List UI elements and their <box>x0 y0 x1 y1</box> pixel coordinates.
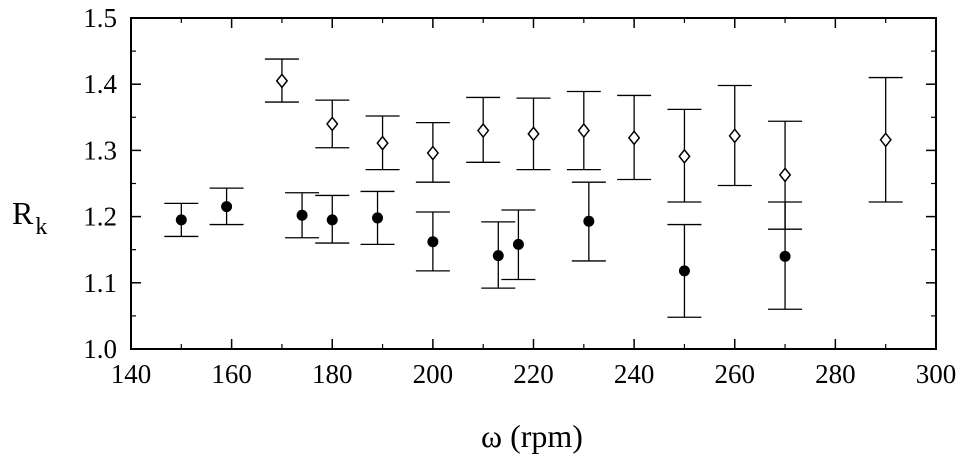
data-point-circle <box>492 250 504 262</box>
plot-frame <box>130 17 937 350</box>
data-point-diamond <box>426 145 440 161</box>
y-tick-label: 1.1 <box>83 268 117 298</box>
data-point-diamond <box>275 73 289 89</box>
data-point-circle <box>326 214 338 226</box>
data-point-diamond <box>527 126 540 142</box>
y-axis-label: Rk <box>12 195 47 240</box>
data-point-diamond <box>778 167 792 183</box>
data-point-circle <box>779 250 791 262</box>
data-point-diamond <box>879 132 892 148</box>
x-tick-label: 300 <box>916 359 957 389</box>
data-point-diamond <box>376 135 389 151</box>
x-tick-label: 180 <box>312 359 353 389</box>
x-tick-label: 160 <box>211 359 252 389</box>
data-point-diamond <box>477 122 490 139</box>
axes-group <box>130 17 937 350</box>
y-axis-label-subscript: k <box>35 214 47 240</box>
data-group <box>164 58 903 318</box>
data-point-diamond <box>728 128 741 144</box>
data-point-diamond <box>627 130 641 146</box>
y-tick-label: 1.2 <box>83 202 117 232</box>
data-point-circle <box>221 201 233 213</box>
x-tick-label: 200 <box>413 359 454 389</box>
y-tick-label: 1.0 <box>83 334 117 364</box>
data-point-circle <box>512 238 524 250</box>
x-tick-label: 260 <box>715 359 756 389</box>
x-tick-label: 220 <box>513 359 554 389</box>
x-tick-label: 240 <box>614 359 655 389</box>
data-point-circle <box>372 212 384 224</box>
x-axis-label: ω (rpm) <box>481 418 583 454</box>
data-point-circle <box>678 265 690 277</box>
data-point-circle <box>583 215 595 227</box>
x-tick-label: 140 <box>111 359 152 389</box>
y-axis-label-main: R <box>12 195 34 231</box>
data-point-circle <box>296 209 308 221</box>
data-point-diamond <box>577 122 590 139</box>
y-tick-label: 1.5 <box>83 3 117 33</box>
data-point-diamond <box>326 116 339 132</box>
data-point-diamond <box>678 148 691 165</box>
data-point-circle <box>427 236 439 248</box>
data-point-circle <box>175 214 187 226</box>
y-tick-label: 1.3 <box>83 135 117 165</box>
ticks-group: 140 160 180 200 220 240 260 280 300 1.0 1.1 1.2 1.3 1… <box>83 3 956 389</box>
y-tick-label: 1.4 <box>83 69 117 99</box>
x-tick-label: 280 <box>815 359 856 389</box>
